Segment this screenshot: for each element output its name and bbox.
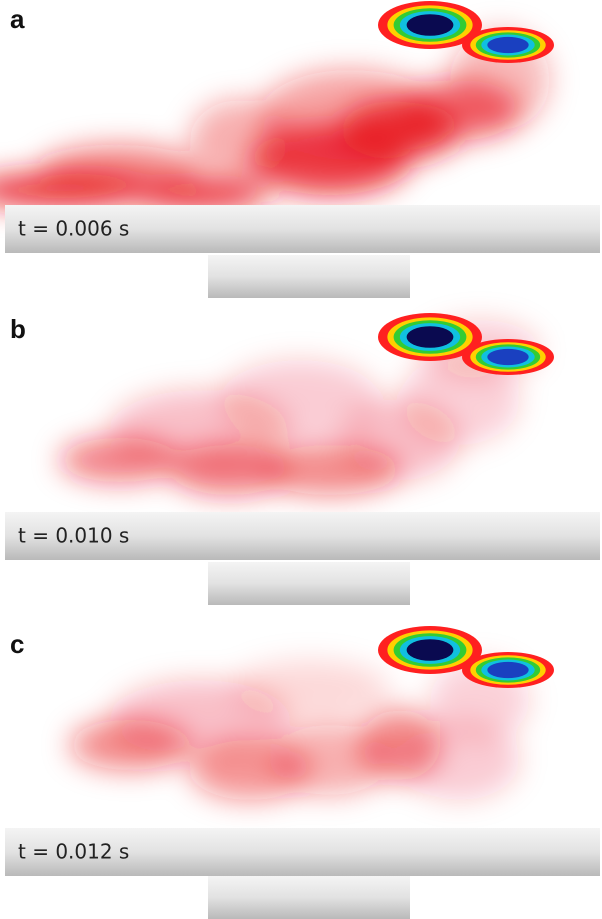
plume-ring: [487, 36, 529, 54]
panel-label: c: [10, 629, 24, 659]
time-bar: [5, 828, 600, 876]
base-block: [208, 876, 410, 919]
red-cloud: [0, 30, 550, 209]
panel: c t = 0.012 s: [5, 626, 600, 919]
plume-ring: [406, 14, 454, 36]
base-block: [208, 562, 410, 605]
base-block: [208, 255, 410, 298]
red-cloud: [70, 660, 530, 800]
plume-ring: [406, 326, 454, 348]
time-bar: [5, 512, 600, 560]
panel-label: a: [10, 4, 25, 34]
panel: b t = 0.010 s: [5, 313, 600, 605]
plume-ring: [487, 348, 529, 366]
panel: a t = 0.006 s: [0, 1, 600, 298]
time-label: t = 0.010 s: [18, 524, 129, 548]
time-bar: [5, 205, 600, 253]
plume-ring: [406, 639, 454, 661]
plume-ring: [487, 661, 529, 679]
time-label: t = 0.006 s: [18, 217, 129, 241]
time-label: t = 0.012 s: [18, 840, 129, 864]
panel-label: b: [10, 314, 26, 344]
